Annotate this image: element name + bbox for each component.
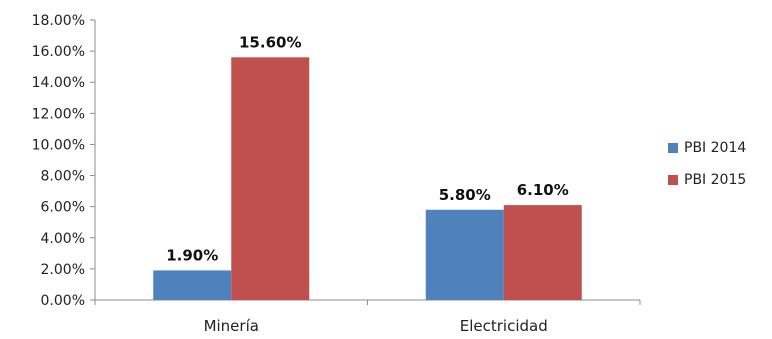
legend-swatch bbox=[668, 143, 678, 153]
x-category-label: Electricidad bbox=[460, 317, 548, 335]
bar-pbi-2015-electricidad bbox=[503, 205, 582, 300]
bars: 1.90% 15.60% 5.80% 6.10% bbox=[153, 33, 582, 301]
y-tick-label: 4.00% bbox=[41, 231, 85, 247]
axes: 0.00% 2.00% 4.00% 6.00% 8.00% 10.00% 12.00% 14.… bbox=[32, 13, 641, 335]
bar-pbi-2014-electricidad bbox=[425, 209, 504, 300]
y-tick-label: 16.00% bbox=[32, 44, 85, 60]
data-label: 15.60% bbox=[239, 33, 301, 51]
y-tick-label: 14.00% bbox=[32, 75, 85, 91]
bar-pbi-2014-minería bbox=[153, 270, 232, 300]
x-category-label: Minería bbox=[204, 317, 259, 335]
data-label: 5.80% bbox=[439, 186, 491, 204]
legend-label: PBI 2015 bbox=[684, 172, 746, 188]
y-tick-label: 10.00% bbox=[32, 137, 85, 153]
data-label: 1.90% bbox=[166, 246, 218, 264]
bar-pbi-2015-minería bbox=[231, 57, 310, 301]
y-tick-label: 2.00% bbox=[41, 262, 85, 278]
y-tick-label: 18.00% bbox=[32, 13, 85, 29]
y-tick-label: 0.00% bbox=[41, 293, 85, 309]
legend-label: PBI 2014 bbox=[684, 140, 746, 156]
y-tick-label: 8.00% bbox=[41, 169, 85, 185]
y-tick-label: 6.00% bbox=[41, 200, 85, 216]
y-tick-label: 12.00% bbox=[32, 106, 85, 122]
legend-swatch bbox=[668, 175, 678, 185]
legend: PBI 2014 PBI 2015 bbox=[668, 140, 746, 188]
data-label: 6.10% bbox=[517, 181, 569, 199]
